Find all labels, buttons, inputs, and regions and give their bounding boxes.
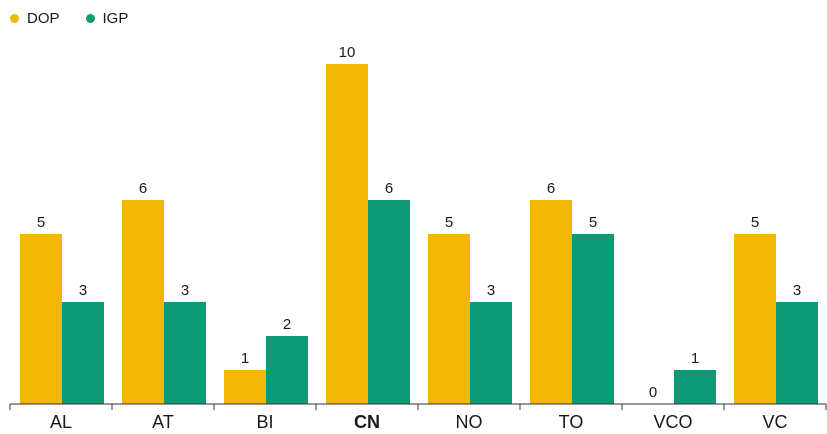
data-label-igp-al: 3 (79, 282, 87, 299)
bar-igp-vco (674, 370, 716, 404)
data-label-dop-cn: 10 (339, 44, 356, 61)
legend-label-igp: IGP (102, 10, 129, 27)
data-label-igp-no: 3 (487, 282, 495, 299)
x-tick-label-at: AT (152, 412, 174, 432)
data-label-dop-bi: 1 (241, 350, 249, 367)
data-label-dop-no: 5 (445, 214, 453, 231)
bar-dop-to (530, 200, 572, 404)
data-label-igp-cn: 6 (385, 180, 393, 197)
data-label-igp-vco: 1 (691, 350, 699, 367)
bar-igp-to (572, 234, 614, 404)
bar-dop-vc (734, 234, 776, 404)
legend-label-dop: DOP (27, 10, 60, 27)
x-tick-label-vco: VCO (653, 412, 692, 432)
bar-dop-al (20, 234, 62, 404)
data-label-igp-vc: 3 (793, 282, 801, 299)
legend-item-igp: IGP (85, 10, 129, 27)
x-tick-label-cn: CN (354, 412, 380, 432)
bar-igp-at (164, 302, 206, 404)
data-label-dop-vco: 0 (649, 384, 657, 401)
bar-igp-bi (266, 336, 308, 404)
bar-igp-no (470, 302, 512, 404)
data-label-dop-to: 6 (547, 180, 555, 197)
data-label-dop-vc: 5 (751, 214, 759, 231)
x-tick-label-al: AL (50, 412, 72, 432)
x-tick-label-to: TO (559, 412, 584, 432)
x-tick-label-bi: BI (256, 412, 273, 432)
legend-swatch-dop (10, 14, 19, 23)
bar-dop-cn (326, 64, 368, 404)
bar-dop-no (428, 234, 470, 404)
data-label-dop-al: 5 (37, 214, 45, 231)
bar-dop-at (122, 200, 164, 404)
legend-item-dop: DOP (10, 10, 60, 27)
legend: DOP IGP (10, 10, 154, 27)
bar-igp-cn (368, 200, 410, 404)
x-tick-label-vc: VC (762, 412, 787, 432)
bar-igp-al (62, 302, 104, 404)
data-label-dop-at: 6 (139, 180, 147, 197)
data-label-igp-bi: 2 (283, 316, 291, 333)
legend-swatch-igp (85, 14, 95, 23)
data-label-igp-to: 5 (589, 214, 597, 231)
data-label-igp-at: 3 (181, 282, 189, 299)
x-tick-label-no: NO (456, 412, 483, 432)
bar-igp-vc (776, 302, 818, 404)
bar-dop-bi (224, 370, 266, 404)
